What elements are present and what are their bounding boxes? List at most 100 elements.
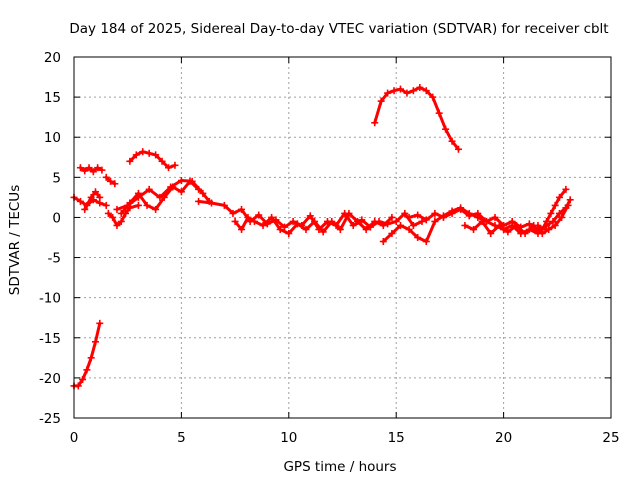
data-point [152,151,160,159]
data-point [362,225,370,233]
series-s15 [461,217,538,237]
y-tick-label: 5 [52,170,61,186]
data-point [311,217,319,225]
data-point [551,221,559,229]
x-tick-label: 10 [280,430,297,446]
data-point [109,213,117,221]
data-point [293,220,301,228]
data-point [422,87,430,95]
y-tick-label: 10 [44,130,61,146]
data-point [401,209,409,217]
data-point [384,89,392,97]
data-point [403,89,411,97]
data-point [465,212,473,220]
data-point [81,205,89,213]
data-point [358,216,366,224]
y-tick-label: -20 [39,371,61,387]
data-point [409,221,417,229]
data-point [117,209,125,217]
data-point [268,213,276,221]
x-tick-label: 5 [177,430,186,446]
y-tick-label: -25 [39,411,61,427]
data-point [91,188,99,196]
data-point [126,157,134,165]
data-point [521,229,529,237]
data-point [165,164,173,172]
data-point [448,209,456,217]
data-point [250,217,258,225]
series-s12 [371,83,462,153]
series-line [119,179,201,215]
data-point [113,221,121,229]
series-s17 [532,201,572,237]
data-point [422,238,430,246]
data-point [371,217,379,225]
x-tick-label: 0 [70,430,79,446]
data-point [79,375,87,383]
data-point [549,217,557,225]
data-point [470,225,478,233]
data-point [276,225,284,233]
grid [74,57,611,418]
series-s8 [113,177,213,213]
data-point [319,228,327,236]
series-s18 [543,196,574,229]
x-tick-label: 20 [495,430,512,446]
data-point [405,225,413,233]
data-point [195,185,203,193]
data-point [87,354,95,362]
data-point [207,199,215,207]
data-point [388,229,396,237]
data-point [117,217,125,225]
y-tick-label: 15 [44,90,61,106]
data-point [199,189,207,197]
y-tick-label: 20 [44,50,61,66]
data-point [491,213,499,221]
data-point [289,217,297,225]
series-s5 [102,173,119,188]
series-s2 [76,164,106,176]
data-point [145,149,153,157]
data-point [145,185,153,193]
data-point [495,221,503,229]
data-point [139,148,147,156]
data-point [259,221,267,229]
series-s10 [195,197,426,233]
series-s9 [117,177,203,217]
data-point [132,151,140,159]
data-point [107,177,115,185]
data-point [126,199,134,207]
data-point [442,125,450,133]
data-point [186,177,194,185]
data-point [431,209,439,217]
series-s4 [81,188,104,213]
series-line [72,321,102,388]
data-point [543,221,551,229]
data-point [396,85,404,93]
series-s11 [231,209,396,237]
data-point [422,216,430,224]
data-point [229,209,237,217]
data-point [85,164,93,172]
data-point [98,166,106,174]
data-point [525,220,533,228]
data-point [349,221,357,229]
data-point [306,212,314,220]
data-point [487,229,495,237]
data-point [558,213,566,221]
data-point [379,221,387,229]
data-point [414,234,422,241]
y-axis-label: SDTVAR / TECUs [7,185,23,295]
y-tick-label: 0 [52,210,61,226]
data-point [74,382,82,390]
data-point [231,217,239,225]
data-point [102,201,110,209]
x-axis-label: GPS time / hours [283,459,396,475]
data-point [461,221,469,229]
data-point [547,209,555,217]
data-point [81,167,89,175]
data-point [336,225,344,233]
y-tick-label: -15 [39,331,61,347]
data-point [534,221,542,229]
